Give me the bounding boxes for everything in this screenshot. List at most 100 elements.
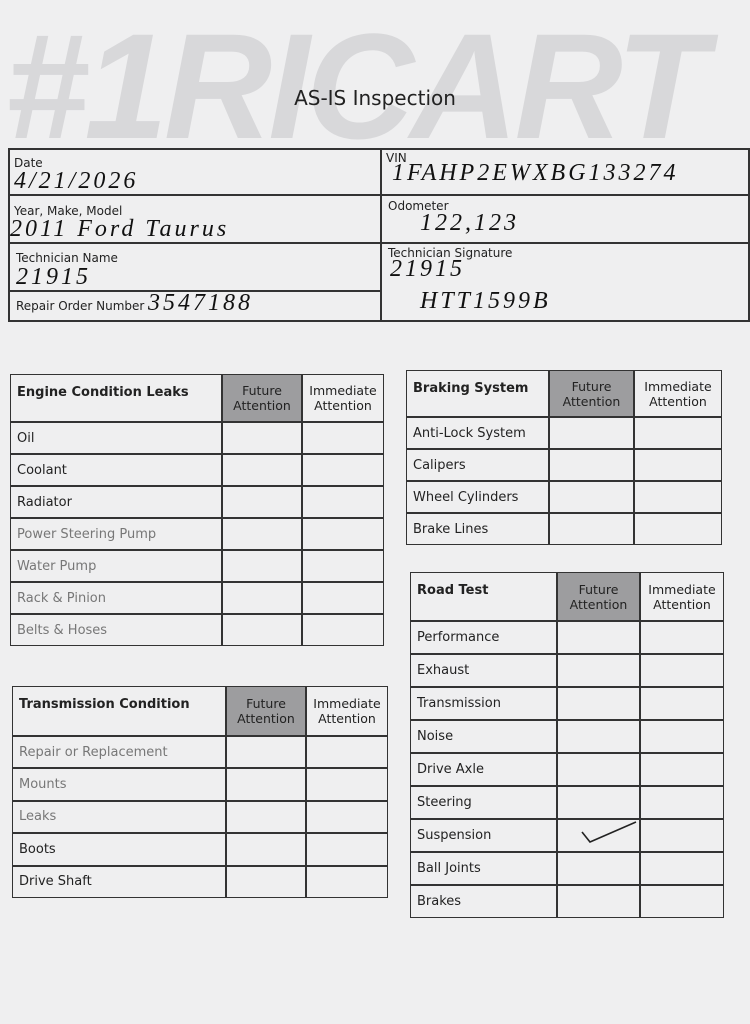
divider [8,290,380,292]
check-cell [557,654,640,687]
field-value: 4/21/2026 [14,168,139,194]
row-label: Ball Joints [410,852,557,885]
check-cell [302,486,384,518]
table-title: Braking System [406,370,549,417]
divider [8,194,750,196]
check-cell [557,819,640,852]
row-label: Power Steering Pump [10,518,222,550]
check-cell [306,768,388,801]
title: AS-IS Inspection [294,86,456,110]
field-value: 1FAHP2EWXBG133274 [392,160,679,186]
row-label: Water Pump [10,550,222,582]
check-cell [226,865,306,898]
row-label: Wheel Cylinders [406,481,549,513]
table-title: Road Test [410,572,557,621]
check-cell [557,852,640,885]
check-cell [640,621,724,654]
check-cell [640,753,724,786]
check-cell [226,833,306,866]
column-header: Future Attention [557,572,640,621]
row-label: Calipers [406,449,549,481]
row-label: Performance [410,621,557,654]
check-cell [302,454,384,486]
column-header: Future Attention [222,374,302,422]
column-header: Future Attention [226,686,306,736]
check-cell [302,550,384,582]
field-label: Technician Name [16,251,118,265]
column-header: Immediate Attention [634,370,722,417]
check-cell [640,654,724,687]
check-cell [640,786,724,819]
check-cell [557,885,640,918]
row-label: Suspension [410,819,557,852]
row-label: Boots [12,833,226,866]
field-label: Repair Order Number [16,299,145,313]
check-cell [634,417,722,449]
row-label: Mounts [12,768,226,801]
check-cell [640,819,724,852]
row-label: Repair or Replacement [12,736,226,769]
check-cell [634,513,722,545]
check-cell [549,449,634,481]
row-label: Steering [410,786,557,819]
check-cell [222,614,302,646]
divider [8,242,750,244]
check-cell [222,454,302,486]
field-value: 21915 [390,256,465,282]
check-cell [222,582,302,614]
check-cell [226,800,306,834]
row-label: Oil [10,422,222,454]
check-cell [222,422,302,454]
check-cell [557,621,640,654]
check-cell [306,736,388,769]
row-label: Rack & Pinion [10,582,222,614]
check-cell [640,885,724,918]
check-cell [549,513,634,545]
column-header: Immediate Attention [306,686,388,736]
column-header: Immediate Attention [640,572,724,621]
plate-value: HTT1599B [420,288,551,314]
check-cell [549,481,634,513]
check-cell [306,800,388,834]
check-cell [640,720,724,753]
check-cell [302,518,384,550]
check-cell [640,852,724,885]
row-label: Transmission [410,687,557,720]
field-label: Odometer [388,199,449,213]
check-cell [634,481,722,513]
info-box [8,148,750,322]
row-label: Coolant [10,454,222,486]
row-label: Drive Shaft [12,865,226,898]
row-label: Exhaust [410,654,557,687]
column-header: Future Attention [549,370,634,417]
watermark: #1RICART [5,2,708,170]
row-label: Drive Axle [410,753,557,786]
field-label: VIN [386,151,407,165]
row-label: Brakes [410,885,557,918]
check-cell [549,417,634,449]
table-title: Engine Condition Leaks [10,374,222,422]
check-cell [306,833,388,866]
check-cell [222,486,302,518]
check-cell [222,518,302,550]
check-cell [634,449,722,481]
row-label: Anti-Lock System [406,417,549,449]
field-label: Date [14,156,43,170]
row-label: Radiator [10,486,222,518]
field-label: Technician Signature [388,246,513,260]
field-value: 122,123 [420,210,519,236]
check-cell [640,687,724,720]
field-value: 21915 [16,264,91,290]
check-cell [557,720,640,753]
check-cell [302,582,384,614]
check-cell [557,753,640,786]
check-cell [302,422,384,454]
divider [380,148,382,322]
check-cell [306,865,388,898]
field-value: 3547188 [148,290,253,316]
row-label: Brake Lines [406,513,549,545]
check-cell [222,550,302,582]
table-title: Transmission Condition [12,686,226,736]
